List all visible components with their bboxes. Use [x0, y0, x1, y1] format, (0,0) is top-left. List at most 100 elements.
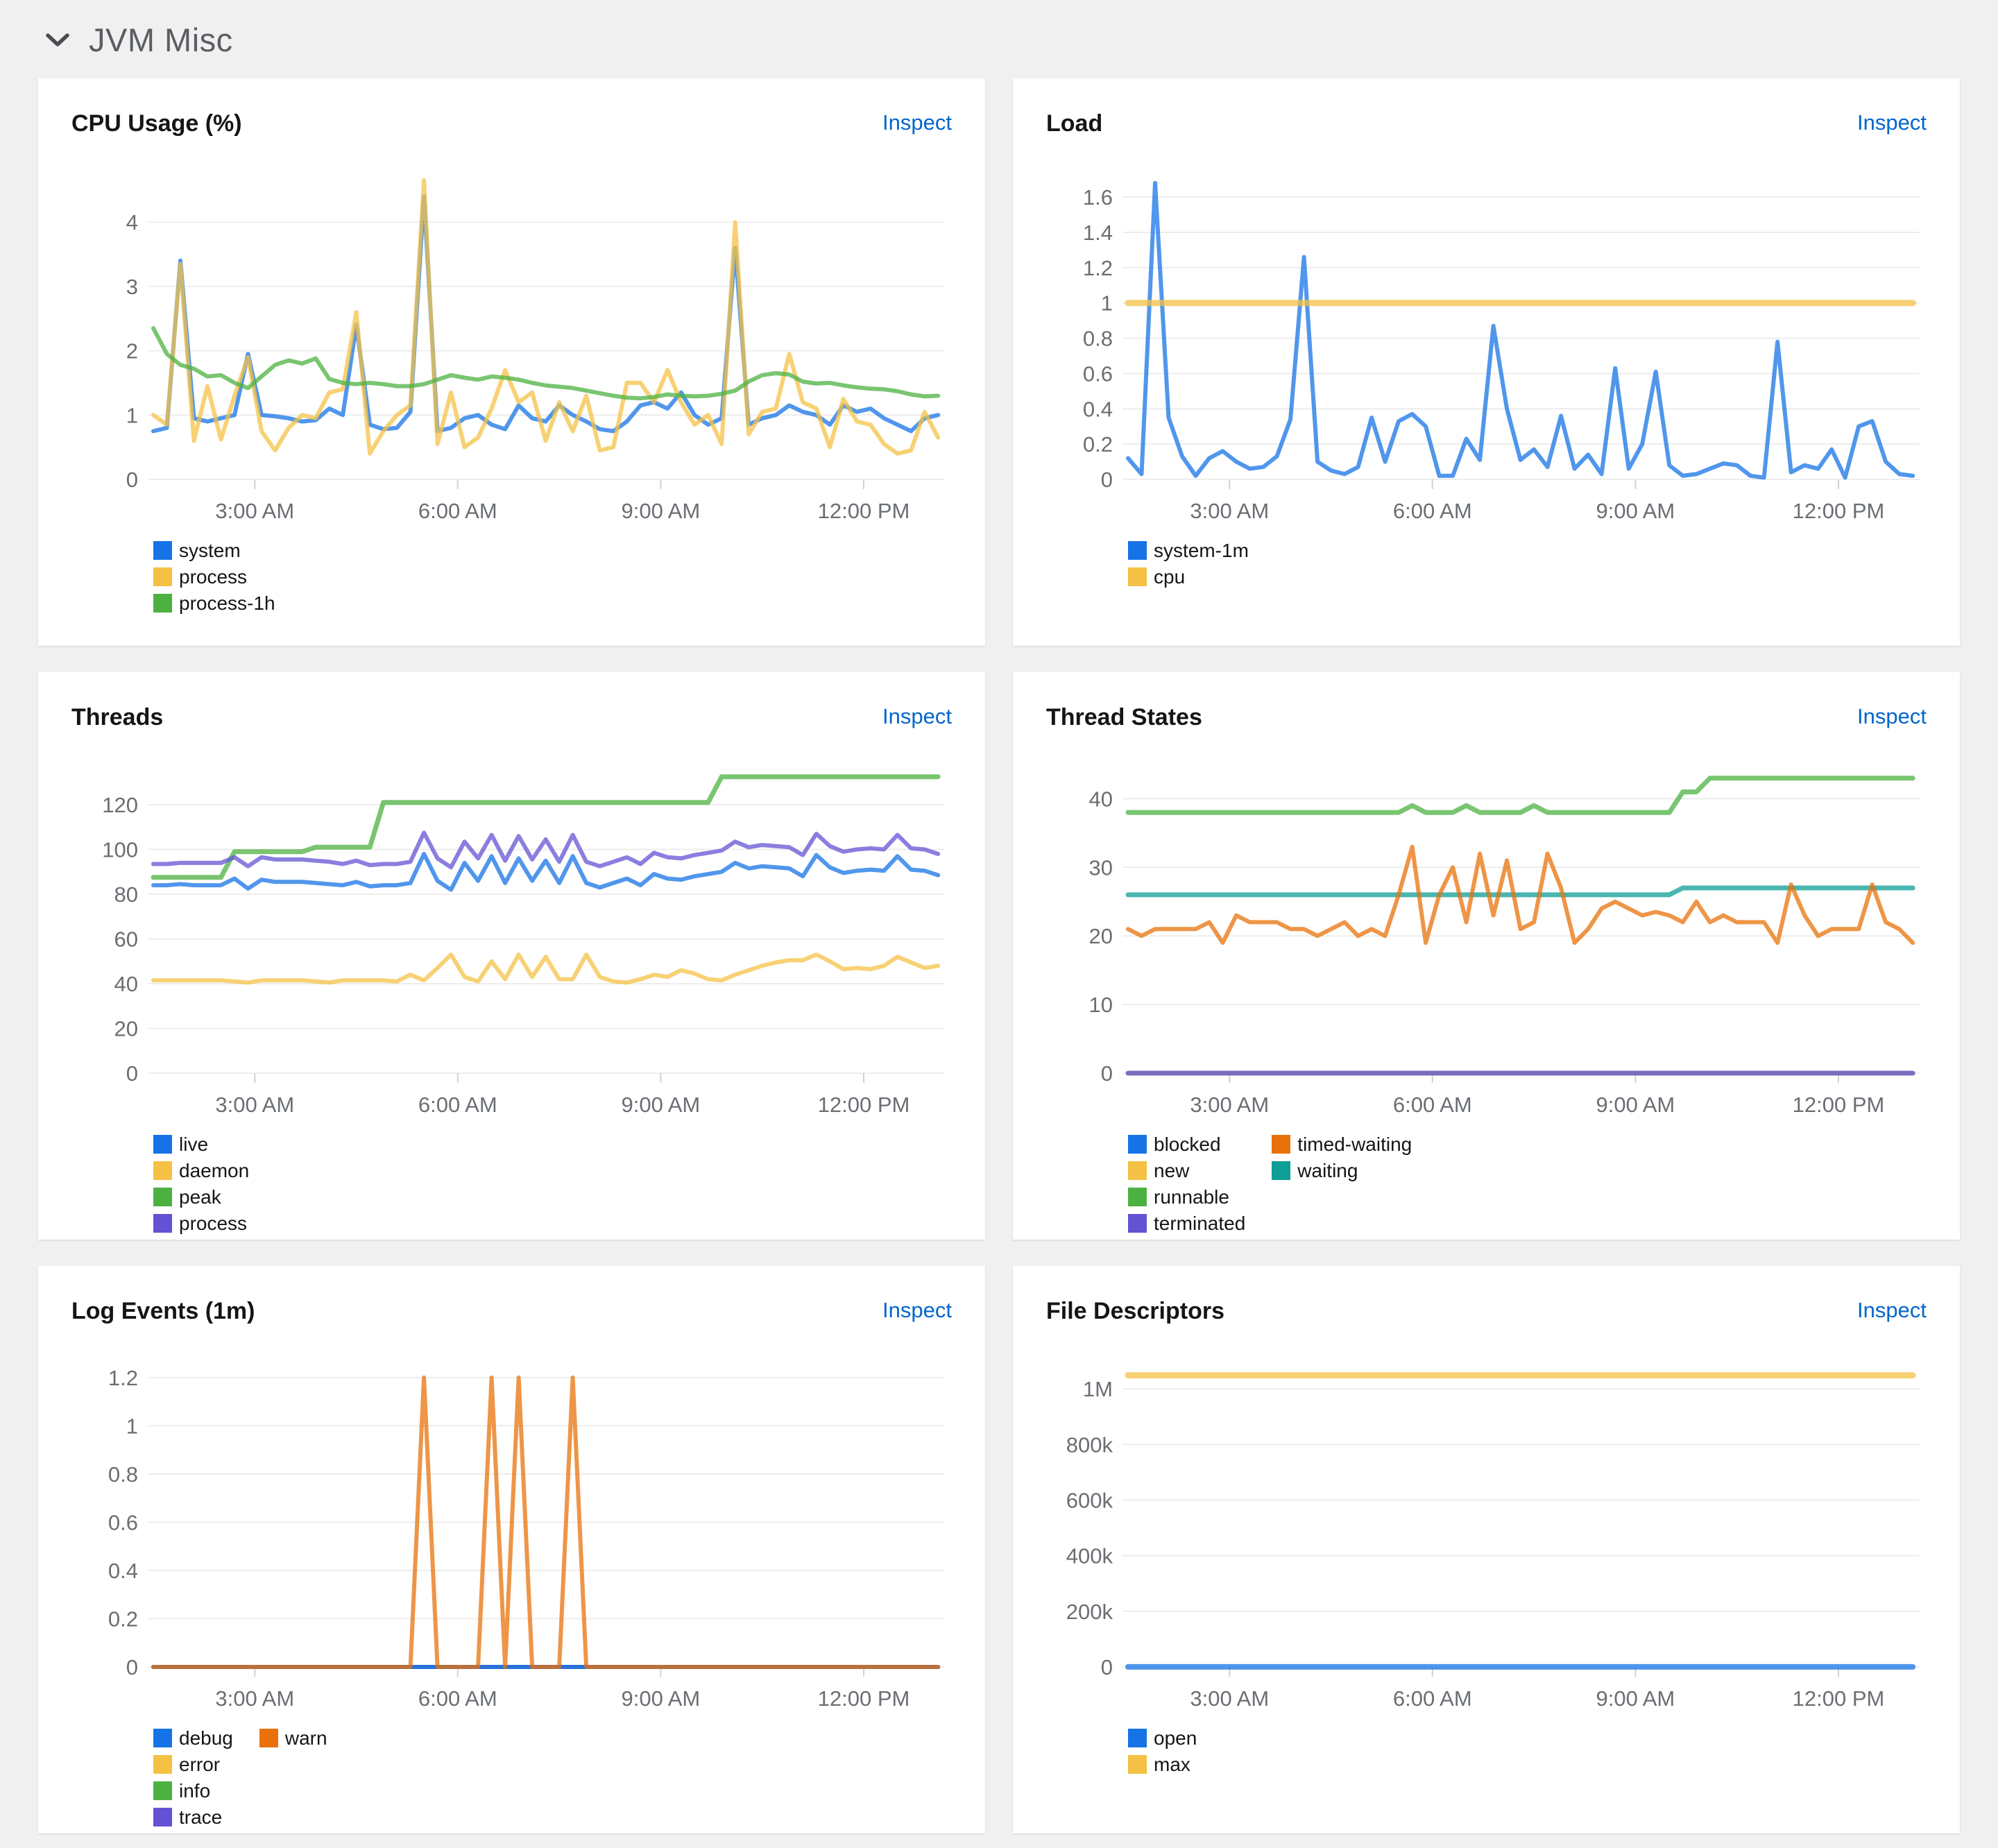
file-descriptors-chart[interactable]: 0 200k 400k 600k 800k 1M 3:00 AM 6:00 AM 9:00 AM… [1046, 1343, 1927, 1721]
legend-item-peak[interactable]: peak [153, 1187, 249, 1207]
log-events-chart[interactable]: 0 0.2 0.4 0.6 0.8 1 1.2 3:00 AM 6:00 AM 9:00 AM 12… [71, 1343, 952, 1721]
x-tick-label: 6:00 AM [1393, 499, 1472, 523]
legend-swatch [153, 1808, 172, 1826]
x-tick-label: 9:00 AM [622, 499, 701, 523]
y-tick-label: 1 [126, 1414, 138, 1438]
inspect-link[interactable]: Inspect [1857, 110, 1927, 135]
dashboard-grid: CPU Usage (%) Inspect 0 1 2 3 4 3:00 AM 6:00 A… [38, 78, 1960, 1833]
legend-swatch [259, 1729, 278, 1747]
legend-label: terminated [1154, 1213, 1246, 1234]
y-tick-label: 40 [114, 972, 138, 996]
inspect-link[interactable]: Inspect [882, 1298, 952, 1322]
inspect-link[interactable]: Inspect [1857, 1298, 1927, 1322]
panel-log-events: Log Events (1m) Inspect 0 0.2 0.4 0.6 0.8 1 1.… [38, 1266, 985, 1833]
y-tick-label: 0 [126, 468, 138, 492]
legend-item-trace[interactable]: trace [153, 1807, 233, 1827]
x-tick-label: 12:00 PM [818, 1686, 910, 1711]
series-line-runnable [1125, 776, 1915, 815]
legend-item-runnable[interactable]: runnable [1128, 1187, 1245, 1207]
legend-item-process-1h[interactable]: process-1h [153, 593, 275, 613]
x-tick-label: 3:00 AM [215, 1093, 294, 1117]
legend-item-debug[interactable]: debug [153, 1728, 233, 1748]
series-line-waiting [1125, 885, 1915, 898]
legend-swatch [153, 1729, 172, 1747]
panel-header: Log Events (1m) Inspect [71, 1298, 952, 1325]
legend-swatch [1128, 1161, 1147, 1180]
panel-threads: Threads Inspect 0 20 40 60 80 100 120 3:00 AM 6:… [38, 672, 985, 1240]
legend-item-info[interactable]: info [153, 1781, 233, 1801]
series-line-process [151, 830, 941, 870]
x-tick-label: 6:00 AM [1393, 1686, 1472, 1711]
x-tick-label: 9:00 AM [1596, 499, 1675, 523]
legend-item-max[interactable]: max [1128, 1754, 1197, 1774]
legend-item-open[interactable]: open [1128, 1728, 1197, 1748]
series-line-peak [151, 774, 941, 880]
chart-legend: open max [1128, 1728, 1197, 1774]
y-tick-label: 1 [126, 403, 138, 427]
legend-item-terminated[interactable]: terminated [1128, 1213, 1245, 1233]
y-tick-label: 0.8 [108, 1462, 138, 1487]
chevron-down-icon[interactable] [46, 33, 69, 47]
legend-item-warn[interactable]: warn [259, 1728, 327, 1748]
x-tick-label: 6:00 AM [418, 499, 497, 523]
y-tick-label: 0.6 [108, 1510, 138, 1534]
y-tick-label: 4 [126, 210, 138, 234]
legend-label: max [1154, 1754, 1190, 1775]
legend-item-error[interactable]: error [153, 1754, 233, 1774]
y-tick-label: 0 [126, 1655, 138, 1679]
legend-item-live[interactable]: live [153, 1134, 249, 1154]
legend-swatch [1128, 1135, 1147, 1154]
x-tick-label: 3:00 AM [215, 499, 294, 523]
series-line-process [151, 178, 941, 456]
legend-label: peak [179, 1186, 221, 1208]
inspect-link[interactable]: Inspect [882, 110, 952, 135]
legend-item-daemon[interactable]: daemon [153, 1161, 249, 1181]
series-line-system [151, 194, 941, 434]
thread-states-chart[interactable]: 0 10 20 30 40 3:00 AM 6:00 AM 9:00 AM 12:00 PM [1046, 749, 1927, 1127]
panel-header: Threads Inspect [71, 704, 952, 731]
y-tick-label: 1M [1083, 1377, 1113, 1401]
legend-label: process [179, 566, 248, 588]
y-tick-label: 10 [1089, 993, 1113, 1017]
load-chart[interactable]: 0 0.2 0.4 0.6 0.8 1 1.2 1.4 1.6 3:00 AM 6:00 AM 9:0… [1046, 155, 1927, 533]
inspect-link[interactable]: Inspect [882, 704, 952, 728]
panel-file-descriptors: File Descriptors Inspect 0 200k 400k 600k 80… [1013, 1266, 1960, 1833]
legend-label: timed-waiting [1297, 1133, 1412, 1155]
y-tick-label: 0 [1101, 1655, 1113, 1679]
panel-header: Thread States Inspect [1046, 704, 1927, 731]
x-tick-label: 6:00 AM [418, 1093, 497, 1117]
panel-title: Thread States [1046, 704, 1202, 730]
legend-swatch [153, 594, 172, 613]
legend-item-system[interactable]: system [153, 540, 275, 561]
section-header: JVM Misc [0, 0, 1998, 78]
y-tick-label: 20 [1089, 924, 1113, 948]
legend-item-new[interactable]: new [1128, 1161, 1245, 1181]
legend-item-system-1m[interactable]: system-1m [1128, 540, 1249, 561]
y-tick-label: 200k [1066, 1600, 1113, 1624]
legend-item-timed-waiting[interactable]: timed-waiting [1272, 1134, 1412, 1154]
inspect-link[interactable]: Inspect [1857, 704, 1927, 728]
y-tick-label: 0 [1101, 1061, 1113, 1086]
panel-title: Log Events (1m) [71, 1298, 255, 1324]
panel-cpu-usage: CPU Usage (%) Inspect 0 1 2 3 4 3:00 AM 6:00 A… [38, 78, 985, 646]
y-tick-label: 0.8 [1083, 327, 1113, 351]
legend-item-process[interactable]: process [153, 1213, 249, 1233]
legend-swatch [153, 1755, 172, 1774]
legend-label: new [1154, 1160, 1190, 1181]
legend-item-cpu[interactable]: cpu [1128, 567, 1249, 587]
chart-legend: live daemon peak process [153, 1134, 249, 1233]
x-tick-label: 3:00 AM [215, 1686, 294, 1711]
panel-title: CPU Usage (%) [71, 110, 242, 137]
y-tick-label: 0 [126, 1061, 138, 1086]
legend-item-waiting[interactable]: waiting [1272, 1161, 1412, 1181]
y-tick-label: 40 [1089, 787, 1113, 811]
panel-header: Load Inspect [1046, 110, 1927, 137]
threads-chart[interactable]: 0 20 40 60 80 100 120 3:00 AM 6:00 AM 9:00 AM 12:0… [71, 749, 952, 1127]
legend-swatch [1128, 1188, 1147, 1206]
legend-item-blocked[interactable]: blocked [1128, 1134, 1245, 1154]
y-tick-label: 0.2 [1083, 432, 1113, 456]
cpu-usage-chart[interactable]: 0 1 2 3 4 3:00 AM 6:00 AM 9:00 AM 12:00 PM [71, 155, 952, 533]
y-tick-label: 600k [1066, 1489, 1113, 1513]
legend-item-process[interactable]: process [153, 567, 275, 587]
legend-swatch [1128, 1214, 1147, 1233]
